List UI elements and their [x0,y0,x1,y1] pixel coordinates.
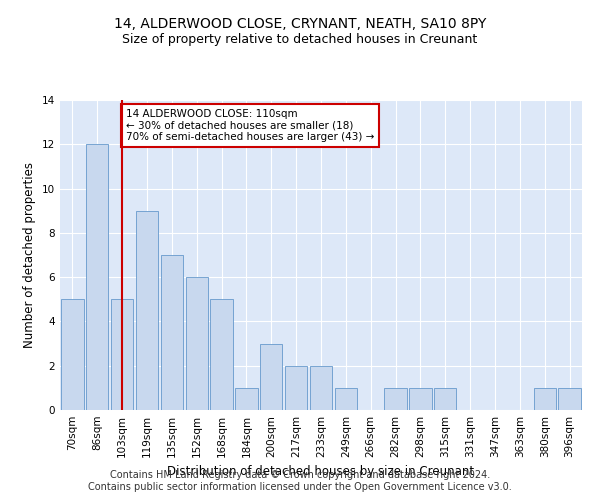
Bar [310,366,332,410]
Bar [161,255,183,410]
X-axis label: Distribution of detached houses by size in Creunant: Distribution of detached houses by size … [167,466,475,478]
Bar [559,388,581,410]
Text: 14 ALDERWOOD CLOSE: 110sqm
← 30% of detached houses are smaller (18)
70% of semi: 14 ALDERWOOD CLOSE: 110sqm ← 30% of deta… [126,109,374,142]
Bar [385,388,407,410]
Bar [409,388,431,410]
Y-axis label: Number of detached properties: Number of detached properties [23,162,37,348]
Bar [185,277,208,410]
Text: 14, ALDERWOOD CLOSE, CRYNANT, NEATH, SA10 8PY: 14, ALDERWOOD CLOSE, CRYNANT, NEATH, SA1… [114,18,486,32]
Bar [211,300,233,410]
Bar [285,366,307,410]
Bar [533,388,556,410]
Bar [136,210,158,410]
Text: Size of property relative to detached houses in Creunant: Size of property relative to detached ho… [122,32,478,46]
Text: Contains HM Land Registry data © Crown copyright and database right 2024.: Contains HM Land Registry data © Crown c… [110,470,490,480]
Text: Contains public sector information licensed under the Open Government Licence v3: Contains public sector information licen… [88,482,512,492]
Bar [260,344,283,410]
Bar [111,300,133,410]
Bar [235,388,257,410]
Bar [434,388,457,410]
Bar [61,300,83,410]
Bar [86,144,109,410]
Bar [335,388,357,410]
